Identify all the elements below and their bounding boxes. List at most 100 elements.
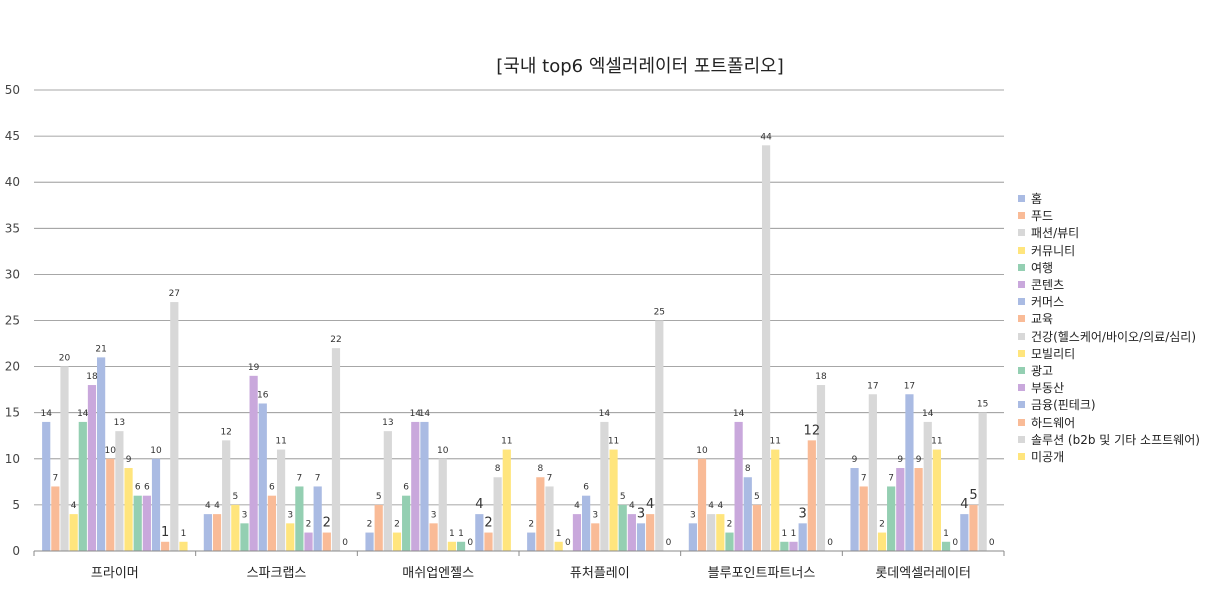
bar — [850, 468, 859, 551]
bar — [618, 504, 627, 551]
bar — [78, 421, 87, 551]
bar — [655, 320, 664, 551]
bar — [688, 523, 697, 551]
bar — [51, 486, 60, 551]
data-label: 18 — [86, 372, 98, 382]
bar — [545, 486, 554, 551]
bar — [212, 514, 222, 551]
data-label: 1 — [943, 529, 949, 539]
data-label: 5 — [620, 492, 626, 502]
bar — [179, 541, 188, 551]
bar — [905, 394, 914, 551]
x-category-label: 퓨처플레이 — [570, 566, 630, 581]
data-label: 6 — [135, 483, 141, 493]
bar — [331, 348, 341, 551]
data-label: 8 — [537, 464, 543, 474]
data-label: 17 — [867, 381, 878, 391]
bar — [527, 532, 536, 551]
bar — [877, 532, 887, 551]
data-label: 22 — [330, 335, 341, 345]
bar — [203, 514, 212, 551]
legend-swatch — [1018, 195, 1025, 203]
bars-layer — [42, 145, 987, 551]
data-label: 5 — [969, 488, 977, 503]
bar — [536, 477, 545, 551]
legend-label: 솔루션 (b2b 및 기타 소프트웨어) — [1031, 432, 1200, 447]
legend-label: 금융(핀테크) — [1031, 398, 1096, 413]
legend-item: 모빌리티 — [1018, 345, 1200, 362]
x-category-label: 롯데엑셀러레이터 — [875, 566, 971, 581]
data-label: 14 — [922, 409, 934, 419]
legend-item: 커뮤니티 — [1018, 242, 1200, 259]
data-label: 0 — [827, 538, 833, 548]
bar — [411, 421, 420, 551]
data-label: 2 — [528, 520, 534, 530]
bar — [697, 458, 707, 551]
legend-item: 콘텐츠 — [1018, 276, 1200, 293]
bar — [646, 514, 655, 551]
data-label: 12 — [220, 427, 231, 437]
data-label: 10 — [437, 446, 449, 456]
bar — [484, 532, 493, 551]
bar — [978, 412, 987, 551]
legend-label: 부동산 — [1031, 381, 1065, 396]
data-label: 6 — [403, 483, 409, 493]
y-tick-label: 20 — [5, 360, 20, 374]
data-label: 14 — [410, 409, 422, 419]
bar — [106, 458, 115, 551]
data-label: 5 — [754, 492, 760, 502]
legend-item: 홈 — [1018, 190, 1200, 207]
legend-label: 커뮤니티 — [1031, 243, 1076, 258]
legend-label: 커머스 — [1031, 295, 1065, 310]
data-label: 1 — [181, 529, 187, 539]
bar — [771, 449, 780, 551]
legend-swatch — [1018, 246, 1025, 254]
data-label: 2 — [879, 520, 885, 530]
bar — [383, 431, 392, 551]
data-label: 2 — [727, 520, 733, 530]
bar — [374, 504, 383, 551]
bar — [133, 495, 142, 551]
legend-item: 솔루션 (b2b 및 기타 소프트웨어) — [1018, 431, 1200, 448]
data-label: 17 — [904, 381, 915, 391]
bar — [859, 486, 868, 551]
data-label: 9 — [897, 455, 903, 465]
legend-item: 커머스 — [1018, 293, 1200, 310]
data-label: 7 — [52, 473, 58, 483]
bar — [554, 541, 563, 551]
bar — [609, 449, 618, 551]
bar — [151, 458, 161, 551]
data-label: 14 — [599, 409, 611, 419]
data-label: 11 — [275, 437, 286, 447]
data-label: 2 — [323, 516, 331, 531]
data-label: 5 — [376, 492, 382, 502]
bar — [170, 302, 179, 551]
data-label: 7 — [861, 473, 867, 483]
data-label: 2 — [367, 520, 373, 530]
data-label: 2 — [306, 520, 312, 530]
bar — [743, 477, 752, 551]
y-tick-label: 30 — [5, 267, 20, 281]
data-label: 10 — [105, 446, 117, 456]
bar — [392, 532, 402, 551]
y-tick-label: 40 — [5, 175, 20, 189]
bar — [97, 357, 106, 551]
data-label: 6 — [269, 483, 275, 493]
data-label: 9 — [916, 455, 922, 465]
bar — [420, 421, 429, 551]
data-label: 0 — [666, 538, 672, 548]
chart-title: [국내 top6 엑셀러레이터 포트폴리오] — [496, 56, 784, 77]
legend-swatch — [1018, 349, 1025, 357]
legend-label: 콘텐츠 — [1031, 278, 1065, 293]
y-tick-label: 50 — [5, 83, 20, 97]
legend-item: 여행 — [1018, 259, 1200, 276]
data-label: 3 — [690, 510, 696, 520]
legend-label: 모빌리티 — [1031, 346, 1076, 361]
bar — [87, 385, 97, 551]
data-label: 14 — [419, 409, 431, 419]
data-label: 11 — [769, 437, 780, 447]
data-label: 0 — [565, 538, 571, 548]
data-label: 1 — [161, 525, 169, 540]
bar — [304, 532, 313, 551]
